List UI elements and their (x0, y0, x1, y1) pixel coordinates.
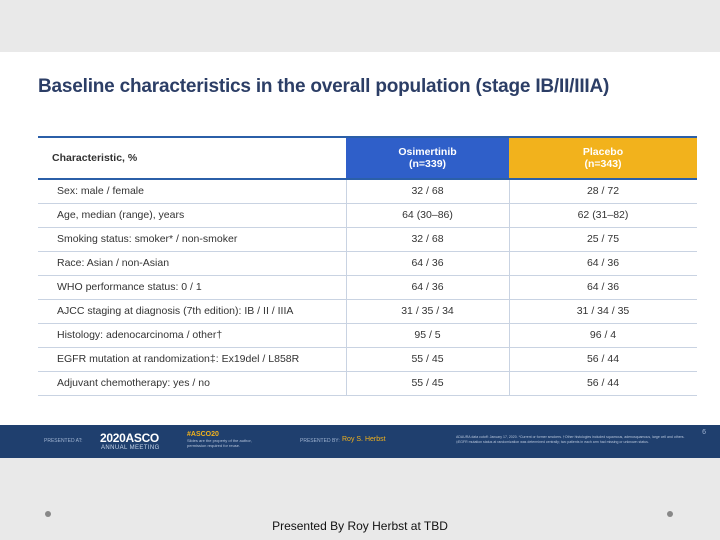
table-row: WHO performance status: 0 / 1 64 / 36 64… (38, 276, 697, 300)
slide-footer: PRESENTED AT: 2020ASCO ANNUAL MEETING #A… (0, 425, 720, 458)
table-header-rule (38, 178, 697, 180)
placebo-value: 25 / 75 (586, 233, 620, 245)
placebo-value: 64 / 36 (586, 257, 620, 269)
hashtag-note-1: Slides are the property of the author, (187, 438, 252, 443)
header-placebo: Placebo (n=343) (509, 138, 697, 178)
osimertinib-n: (n=339) (408, 158, 447, 170)
hashtag-block: #ASCO20 Slides are the property of the a… (187, 431, 252, 448)
placebo-value: 96 / 4 (589, 329, 617, 341)
presenter-name: Roy S. Herbst (342, 436, 386, 443)
osimertinib-value: 95 / 5 (414, 329, 441, 341)
asco-logo-main: 2020ASCO (100, 431, 159, 445)
footnote-1: ADAURA data cutoff: January 17, 2020. *C… (456, 435, 685, 439)
row-label: Histology: adenocarcinoma / other† (57, 329, 223, 341)
footnote-2: ‡EGFR mutation status at randomization w… (456, 440, 649, 444)
osimertinib-value: 64 / 36 (411, 281, 444, 293)
asco-logo: 2020ASCO ANNUAL MEETING (100, 431, 174, 453)
header-characteristic-label: Characteristic, % (52, 152, 138, 164)
table-row: EGFR mutation at randomization‡: Ex19del… (38, 348, 697, 372)
osimertinib-value: 32 / 68 (411, 233, 444, 245)
hashtag-note-2: permission required for reuse. (187, 443, 241, 448)
header-osimertinib: Osimertinib (n=339) (346, 138, 509, 178)
osimertinib-value: 32 / 68 (411, 185, 444, 197)
table-row: AJCC staging at diagnosis (7th edition):… (38, 300, 697, 324)
osimertinib-value: 55 / 45 (411, 377, 444, 389)
table-row: Age, median (range), years 64 (30–86) 62… (38, 204, 697, 228)
row-label: EGFR mutation at randomization‡: Ex19del… (57, 353, 300, 365)
placebo-value: 64 / 36 (586, 281, 620, 293)
presented-by-label: PRESENTED BY: (300, 438, 340, 444)
footnotes: ADAURA data cutoff: January 17, 2020. *C… (456, 435, 696, 451)
osimertinib-value: 55 / 45 (411, 353, 444, 365)
placebo-value: 56 / 44 (586, 377, 620, 389)
pin-left-icon (45, 511, 51, 517)
row-label: Adjuvant chemotherapy: yes / no (57, 377, 210, 389)
table-row: Smoking status: smoker* / non-smoker 32 … (38, 228, 697, 252)
placebo-n: (n=343) (584, 158, 622, 170)
row-label: Smoking status: smoker* / non-smoker (57, 233, 238, 245)
asco-logo-sub: ANNUAL MEETING (101, 445, 160, 451)
osimertinib-value: 64 (30–86) (402, 209, 453, 221)
placebo-value: 62 (31–82) (577, 209, 629, 221)
page-number: 6 (702, 429, 706, 436)
table-row: Sex: male / female 32 / 68 28 / 72 (38, 180, 697, 204)
placebo-value: 28 / 72 (586, 185, 620, 197)
placebo-name: Placebo (582, 146, 624, 158)
row-label: WHO performance status: 0 / 1 (57, 281, 202, 293)
slide-title: Baseline characteristics in the overall … (38, 76, 610, 97)
osimertinib-value: 31 / 35 / 34 (401, 305, 454, 317)
pin-right-icon (667, 511, 673, 517)
table-row: Histology: adenocarcinoma / other† 95 / … (38, 324, 697, 348)
header-characteristic: Characteristic, % (38, 138, 346, 178)
placebo-value: 56 / 44 (586, 353, 620, 365)
table-row: Adjuvant chemotherapy: yes / no 55 / 45 … (38, 372, 697, 396)
presented-at-label: PRESENTED AT: (44, 438, 83, 444)
row-label: Race: Asian / non-Asian (57, 257, 170, 269)
row-label: AJCC staging at diagnosis (7th edition):… (57, 305, 294, 317)
placebo-value: 31 / 34 / 35 (576, 305, 630, 317)
hashtag: #ASCO20 (187, 431, 219, 438)
row-label: Sex: male / female (57, 185, 144, 197)
osimertinib-name: Osimertinib (398, 146, 457, 158)
osimertinib-value: 64 / 36 (411, 257, 444, 269)
row-label: Age, median (range), years (57, 209, 185, 221)
presented-by-caption: Presented By Roy Herbst at TBD (272, 519, 448, 533)
table-top-rule (38, 136, 697, 138)
slide: Baseline characteristics in the overall … (0, 52, 720, 458)
table-row: Race: Asian / non-Asian 64 / 36 64 / 36 (38, 252, 697, 276)
